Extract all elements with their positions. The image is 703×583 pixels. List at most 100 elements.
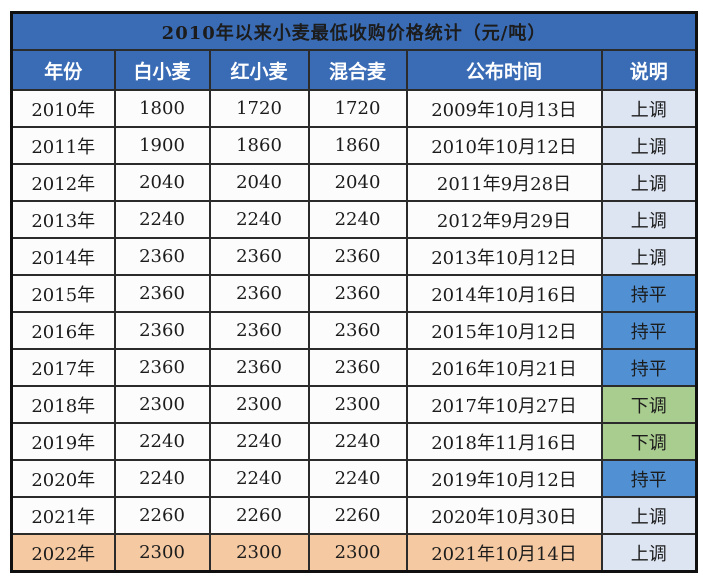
mixed-wheat-price-cell: 2240 <box>307 200 408 239</box>
mixed-wheat-price-cell: 2300 <box>307 533 408 573</box>
year-cell: 2022年 <box>10 533 116 573</box>
table-row: 2015年 2360 2360 2360 2014年10月16日 持平 <box>10 274 698 313</box>
note-cell: 持平 <box>600 274 698 313</box>
red-wheat-price-cell: 2360 <box>208 274 310 313</box>
year-cell: 2018年 <box>10 385 116 424</box>
note-cell: 下调 <box>600 385 698 424</box>
table-row: 2018年 2300 2300 2300 2017年10月27日 下调 <box>10 385 698 424</box>
mixed-wheat-price-cell: 2300 <box>307 385 408 424</box>
white-wheat-price-cell: 2040 <box>113 163 211 202</box>
year-cell: 2017年 <box>10 348 116 387</box>
table-row: 2011年 1900 1860 1860 2010年10月12日 上调 <box>10 126 698 165</box>
red-wheat-price-cell: 2240 <box>208 459 310 498</box>
table-row: 2010年 1800 1720 1720 2009年10月13日 上调 <box>10 89 698 128</box>
mixed-wheat-price-cell: 2260 <box>307 496 408 535</box>
note-cell: 持平 <box>600 459 698 498</box>
table-row: 2017年 2360 2360 2360 2016年10月21日 持平 <box>10 348 698 387</box>
table-row: 2021年 2260 2260 2260 2020年10月30日 上调 <box>10 496 698 535</box>
white-wheat-price-cell: 2300 <box>113 385 211 424</box>
red-wheat-price-cell: 1860 <box>208 126 310 165</box>
publish-date-cell: 2010年10月12日 <box>405 126 603 165</box>
white-wheat-price-cell: 2300 <box>113 533 211 573</box>
note-cell: 下调 <box>600 422 698 461</box>
mixed-wheat-price-cell: 2360 <box>307 311 408 350</box>
table-header-row: 年份 白小麦 红小麦 混合麦 公布时间 说明 <box>10 49 698 91</box>
note-cell: 持平 <box>600 348 698 387</box>
mixed-wheat-price-cell: 2240 <box>307 459 408 498</box>
year-cell: 2019年 <box>10 422 116 461</box>
table-row: 2013年 2240 2240 2240 2012年9月29日 上调 <box>10 200 698 239</box>
red-wheat-price-cell: 2240 <box>208 200 310 239</box>
white-wheat-price-cell: 1800 <box>113 89 211 128</box>
mixed-wheat-price-cell: 2360 <box>307 348 408 387</box>
mixed-wheat-price-cell: 1720 <box>307 89 408 128</box>
mixed-wheat-price-cell: 2360 <box>307 274 408 313</box>
year-cell: 2013年 <box>10 200 116 239</box>
year-cell: 2020年 <box>10 459 116 498</box>
red-wheat-price-cell: 2240 <box>208 422 310 461</box>
mixed-wheat-price-cell: 1860 <box>307 126 408 165</box>
title-row: 2010年以来小麦最低收购价格统计（元/吨） <box>10 11 698 51</box>
publish-date-cell: 2016年10月21日 <box>405 348 603 387</box>
column-header-publish-date: 公布时间 <box>405 49 603 91</box>
column-header-year: 年份 <box>10 49 116 91</box>
table-row: 2020年 2240 2240 2240 2019年10月12日 持平 <box>10 459 698 498</box>
white-wheat-price-cell: 2240 <box>113 459 211 498</box>
red-wheat-price-cell: 2360 <box>208 237 310 276</box>
red-wheat-price-cell: 2360 <box>208 311 310 350</box>
note-cell: 上调 <box>600 89 698 128</box>
white-wheat-price-cell: 2360 <box>113 274 211 313</box>
publish-date-cell: 2009年10月13日 <box>405 89 603 128</box>
year-cell: 2010年 <box>10 89 116 128</box>
white-wheat-price-cell: 2360 <box>113 348 211 387</box>
wheat-min-purchase-price-table: 2010年以来小麦最低收购价格统计（元/吨） 年份 白小麦 红小麦 混合麦 公布时间 说明… <box>10 11 699 573</box>
note-cell: 上调 <box>600 237 698 276</box>
publish-date-cell: 2014年10月16日 <box>405 274 603 313</box>
mixed-wheat-price-cell: 2040 <box>307 163 408 202</box>
table-row: 2016年 2360 2360 2360 2015年10月12日 持平 <box>10 311 698 350</box>
publish-date-cell: 2018年11月16日 <box>405 422 603 461</box>
publish-date-cell: 2015年10月12日 <box>405 311 603 350</box>
mixed-wheat-price-cell: 2360 <box>307 237 408 276</box>
mixed-wheat-price-cell: 2240 <box>307 422 408 461</box>
note-cell: 上调 <box>600 200 698 239</box>
column-header-note: 说明 <box>600 49 698 91</box>
publish-date-cell: 2021年10月14日 <box>405 533 603 573</box>
white-wheat-price-cell: 2240 <box>113 422 211 461</box>
publish-date-cell: 2017年10月27日 <box>405 385 603 424</box>
note-cell: 持平 <box>600 311 698 350</box>
red-wheat-price-cell: 2260 <box>208 496 310 535</box>
white-wheat-price-cell: 2260 <box>113 496 211 535</box>
note-cell: 上调 <box>600 126 698 165</box>
table-row: 2022年 2300 2300 2300 2021年10月14日 上调 <box>10 533 698 573</box>
publish-date-cell: 2013年10月12日 <box>405 237 603 276</box>
white-wheat-price-cell: 2240 <box>113 200 211 239</box>
publish-date-cell: 2012年9月29日 <box>405 200 603 239</box>
white-wheat-price-cell: 1900 <box>113 126 211 165</box>
year-cell: 2016年 <box>10 311 116 350</box>
note-cell: 上调 <box>600 163 698 202</box>
table-row: 2014年 2360 2360 2360 2013年10月12日 上调 <box>10 237 698 276</box>
column-header-mixed-wheat-price: 混合麦 <box>307 49 408 91</box>
red-wheat-price-cell: 2360 <box>208 348 310 387</box>
year-cell: 2015年 <box>10 274 116 313</box>
note-cell: 上调 <box>600 533 698 573</box>
white-wheat-price-cell: 2360 <box>113 311 211 350</box>
red-wheat-price-cell: 2040 <box>208 163 310 202</box>
column-header-red-wheat-price: 红小麦 <box>208 49 310 91</box>
red-wheat-price-cell: 2300 <box>208 533 310 573</box>
red-wheat-price-cell: 1720 <box>208 89 310 128</box>
year-cell: 2014年 <box>10 237 116 276</box>
table-row: 2019年 2240 2240 2240 2018年11月16日 下调 <box>10 422 698 461</box>
publish-date-cell: 2020年10月30日 <box>405 496 603 535</box>
year-cell: 2011年 <box>10 126 116 165</box>
red-wheat-price-cell: 2300 <box>208 385 310 424</box>
publish-date-cell: 2019年10月12日 <box>405 459 603 498</box>
year-cell: 2021年 <box>10 496 116 535</box>
note-cell: 上调 <box>600 496 698 535</box>
white-wheat-price-cell: 2360 <box>113 237 211 276</box>
table-row: 2012年 2040 2040 2040 2011年9月28日 上调 <box>10 163 698 202</box>
year-cell: 2012年 <box>10 163 116 202</box>
column-header-white-wheat-price: 白小麦 <box>113 49 211 91</box>
